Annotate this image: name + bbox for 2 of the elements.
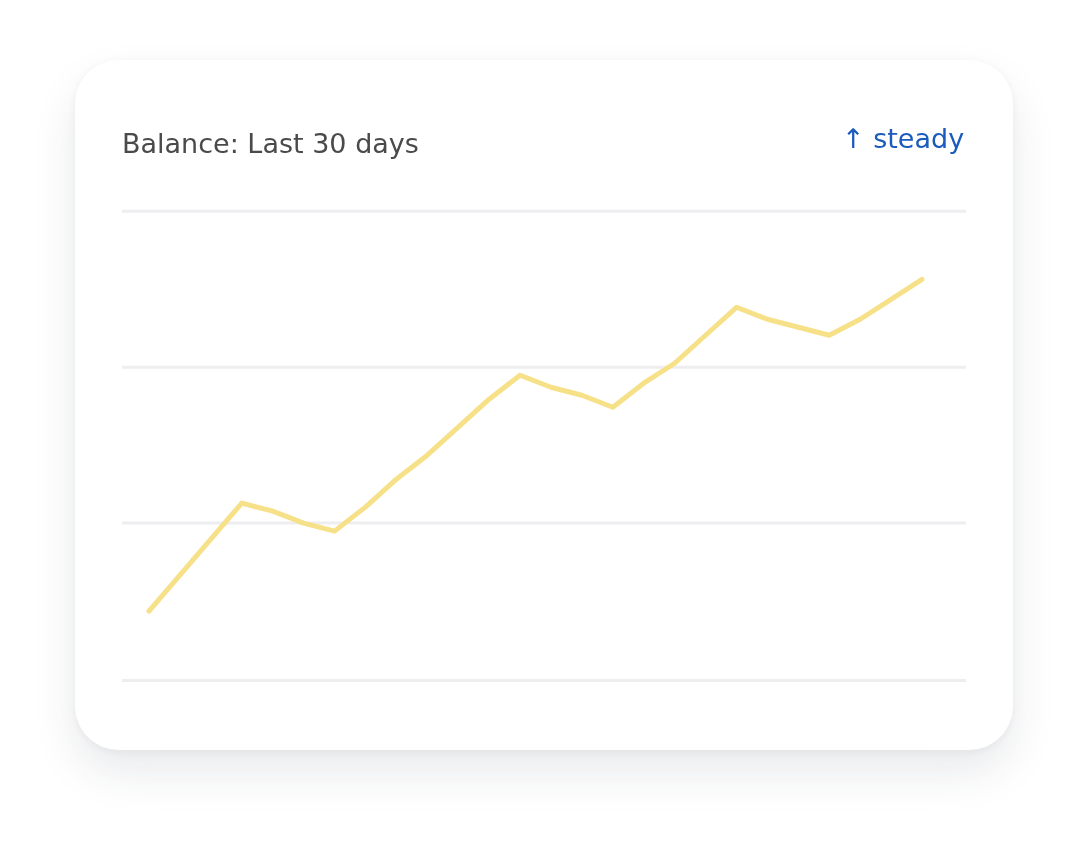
chart-title: Balance: Last 30 days [122, 128, 419, 160]
text: ↑ steady [842, 123, 965, 154]
